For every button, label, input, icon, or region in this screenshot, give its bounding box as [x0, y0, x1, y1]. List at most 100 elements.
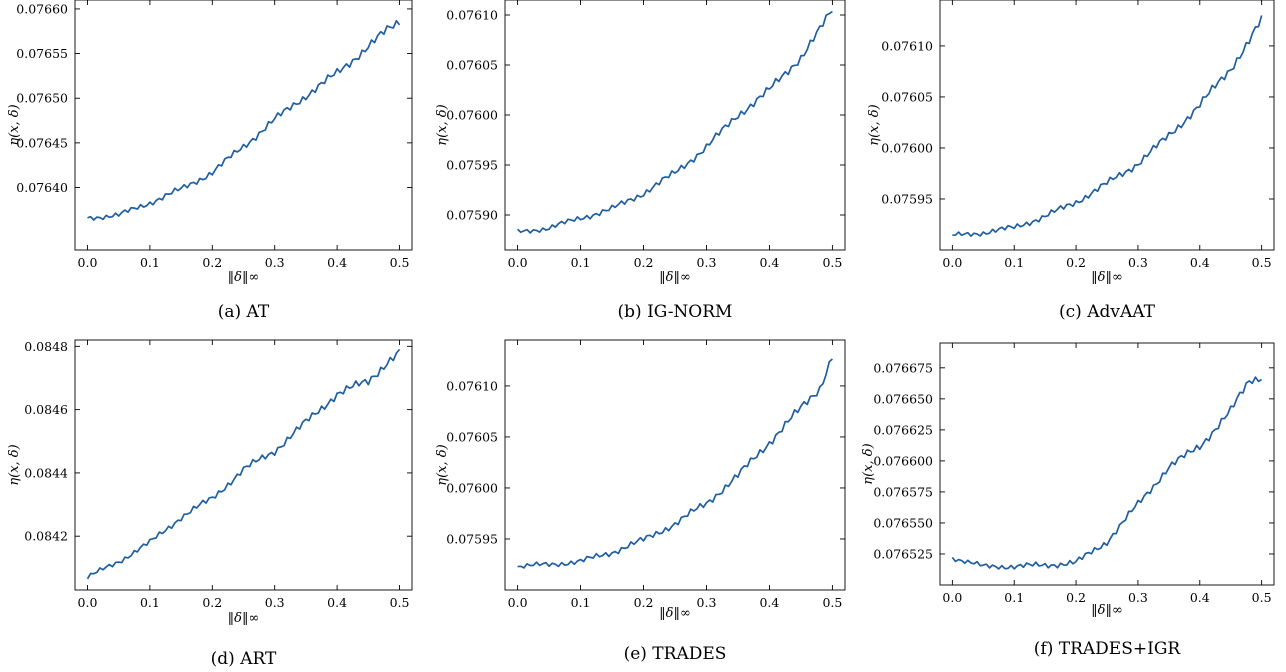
x-tick-label: 0.4: [327, 255, 347, 270]
y-tick-label: 0.07610: [881, 38, 933, 53]
x-tick-label: 0.1: [140, 595, 160, 610]
y-tick-label: 0.076675: [873, 360, 933, 375]
y-tick-label: 0.0846: [24, 402, 68, 417]
series-line: [517, 358, 833, 569]
y-tick-label: 0.076550: [873, 515, 933, 530]
x-tick-label: 0.3: [1128, 255, 1148, 270]
axes-frame: [74, 339, 413, 591]
series-line: [87, 19, 401, 221]
plot-area: 0.0 0.1 0.2 0.3 0.4 0.5 0.07590 0.07595 0.07600 0…: [446, 0, 846, 270]
y-tick-label: 0.07645: [16, 135, 68, 150]
y-tick-label: 0.07600: [881, 140, 933, 155]
x-tick-label: 0.5: [390, 595, 410, 610]
caption: (c) AdvAAT: [1059, 302, 1156, 322]
caption: (d) ART: [211, 649, 277, 669]
x-tick-label: 0.2: [1066, 255, 1086, 270]
x-tick-label: 0.0: [78, 595, 98, 610]
x-tick-label: 0.4: [327, 595, 347, 610]
series-line: [951, 376, 1263, 570]
x-axis-label: ‖δ‖∞: [659, 270, 691, 285]
y-tick-label: 0.07640: [16, 180, 68, 195]
plot-area: 0.0 0.1 0.2 0.3 0.4 0.5 0.076525 0.076550 0.0765…: [873, 342, 1275, 605]
x-tick-label: 0.2: [634, 255, 654, 270]
axes-frame: [504, 339, 846, 591]
x-axis-label: ‖δ‖∞: [659, 606, 691, 621]
x-tick-label: 0.4: [1190, 255, 1210, 270]
x-tick-label: 0.4: [759, 255, 779, 270]
plot-area: 0.0 0.1 0.2 0.3 0.4 0.5 0.07595 0.07600 0.07605 0…: [881, 0, 1275, 270]
y-axis-label: η(x, δ): [7, 444, 22, 485]
x-axis-label: ‖δ‖∞: [1091, 603, 1123, 618]
y-tick-label: 0.07590: [446, 208, 498, 223]
x-tick-label: 0.3: [265, 255, 285, 270]
x-tick-label: 0.0: [508, 595, 528, 610]
y-axis-label: η(x, δ): [867, 104, 882, 145]
series-line: [86, 348, 401, 580]
x-axis-label: ‖δ‖∞: [1091, 270, 1123, 285]
y-tick-label: 0.07650: [16, 91, 68, 106]
axes-frame: [939, 342, 1275, 586]
y-tick-label: 0.07605: [881, 89, 933, 104]
x-tick-label: 0.3: [265, 595, 285, 610]
series-line: [952, 15, 1263, 237]
x-tick-label: 0.3: [697, 595, 717, 610]
series-line: [516, 10, 833, 234]
panel-b: 0.0 0.1 0.2 0.3 0.4 0.5 0.07590 0.07595 0.07600 0…: [435, 0, 846, 322]
panel-d: 0.0 0.1 0.2 0.3 0.4 0.5 0.0842 0.0844 0.0846 0.08…: [7, 339, 413, 669]
y-tick-label: 0.07605: [446, 429, 498, 444]
y-axis-label: η(x, δ): [7, 104, 22, 145]
x-tick-label: 0.1: [571, 255, 591, 270]
y-tick-label: 0.076625: [873, 422, 933, 437]
x-tick-label: 0.2: [1066, 590, 1086, 605]
y-tick-label: 0.07600: [446, 480, 498, 495]
y-axis-label: η(x, δ): [435, 104, 450, 145]
y-tick-label: 0.07605: [446, 58, 498, 73]
x-tick-label: 0.2: [202, 595, 222, 610]
y-tick-label: 0.07595: [446, 531, 498, 546]
panel-f: 0.0 0.1 0.2 0.3 0.4 0.5 0.076525 0.076550 0.0765…: [861, 342, 1275, 659]
x-tick-label: 0.1: [1004, 590, 1024, 605]
x-tick-label: 0.0: [78, 255, 98, 270]
x-tick-label: 0.1: [571, 595, 591, 610]
x-tick-label: 0.0: [942, 255, 962, 270]
x-tick-label: 0.0: [942, 590, 962, 605]
x-axis-label: ‖δ‖∞: [228, 270, 260, 285]
x-tick-label: 0.3: [697, 255, 717, 270]
caption: (b) IG-NORM: [618, 302, 733, 322]
axes-frame: [939, 0, 1275, 251]
x-tick-label: 0.1: [1004, 255, 1024, 270]
x-tick-label: 0.2: [202, 255, 222, 270]
y-tick-label: 0.07595: [446, 158, 498, 173]
y-tick-label: 0.076650: [873, 391, 933, 406]
plot-area: 0.0 0.1 0.2 0.3 0.4 0.5 0.07640 0.07645 0.07650 0…: [16, 0, 413, 270]
x-tick-label: 0.0: [508, 255, 528, 270]
y-tick-label: 0.07610: [446, 378, 498, 393]
panel-c: 0.0 0.1 0.2 0.3 0.4 0.5 0.07595 0.07600 0.07605 0…: [867, 0, 1275, 322]
caption: (a) AT: [218, 302, 270, 322]
axes-frame: [504, 0, 846, 251]
caption: (e) TRADES: [624, 644, 727, 664]
y-tick-label: 0.07595: [881, 191, 933, 206]
plot-area: 0.0 0.1 0.2 0.3 0.4 0.5 0.0842 0.0844 0.0846 0.08…: [24, 339, 413, 610]
y-tick-label: 0.0848: [24, 339, 68, 354]
y-tick-label: 0.07655: [16, 46, 68, 61]
y-axis-label: η(x, δ): [435, 444, 450, 485]
x-tick-label: 0.3: [1128, 590, 1148, 605]
y-tick-label: 0.076525: [873, 546, 933, 561]
y-tick-label: 0.07600: [446, 108, 498, 123]
x-tick-label: 0.5: [1252, 255, 1272, 270]
y-tick-label: 0.07660: [16, 1, 68, 16]
x-tick-label: 0.1: [140, 255, 160, 270]
x-tick-label: 0.4: [1190, 590, 1210, 605]
y-tick-label: 0.076575: [873, 484, 933, 499]
panel-a: 0.0 0.1 0.2 0.3 0.4 0.5 0.07640 0.07645 0.07650 0…: [7, 0, 413, 322]
x-tick-label: 0.5: [822, 255, 842, 270]
y-tick-label: 0.07610: [446, 8, 498, 23]
y-tick-label: 0.0842: [24, 529, 68, 544]
y-tick-label: 0.076600: [873, 453, 933, 468]
y-axis-label: η(x, δ): [861, 443, 876, 484]
x-tick-label: 0.2: [634, 595, 654, 610]
x-tick-label: 0.5: [1252, 590, 1272, 605]
x-tick-label: 0.5: [390, 255, 410, 270]
